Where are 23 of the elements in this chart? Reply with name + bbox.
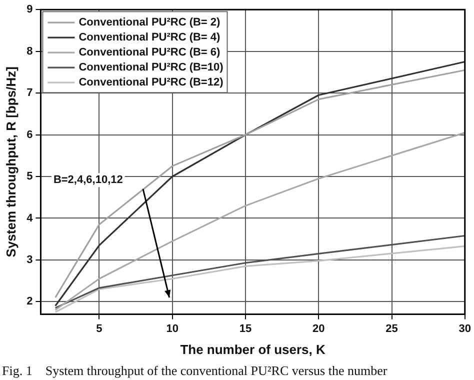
x-tick-label: 25 (386, 322, 398, 335)
y-tick-label: 4 (26, 212, 34, 224)
annotation: B=2,4,6,10,12 (53, 174, 123, 186)
y-tick-label: 5 (26, 170, 33, 183)
x-tick-label: 15 (239, 322, 252, 335)
y-tick-label: 9 (26, 4, 33, 16)
caption: Fig. 1 System throughput of the conventional PU²RC versus the number (2, 362, 388, 378)
x-tick-label: 20 (312, 322, 325, 335)
y-tick-label: 3 (26, 254, 33, 266)
y-tick-label: 6 (26, 128, 33, 141)
legend-label: Conventional PU²RC (B= 6) (78, 46, 221, 59)
y-tick-label: 8 (26, 45, 33, 58)
x-tick-label: 30 (458, 322, 472, 335)
x-axis-title: The number of users, K (180, 342, 326, 357)
y-tick-label: 7 (26, 87, 33, 100)
legend-label: Conventional PU²RC (B= 4) (78, 32, 221, 44)
legend-label: Conventional PU²RC (B=10) (78, 62, 224, 74)
x-tick-label: 10 (166, 322, 178, 335)
y-tick-label: 2 (26, 296, 33, 308)
x-tick-label: 5 (96, 322, 102, 335)
legend-label: Conventional PU²RC (B= 2) (78, 16, 221, 29)
y-axis-title: System throughput, R [bps/Hz] (3, 66, 18, 258)
legend-label: Conventional PU²RC (B=12) (78, 76, 224, 89)
